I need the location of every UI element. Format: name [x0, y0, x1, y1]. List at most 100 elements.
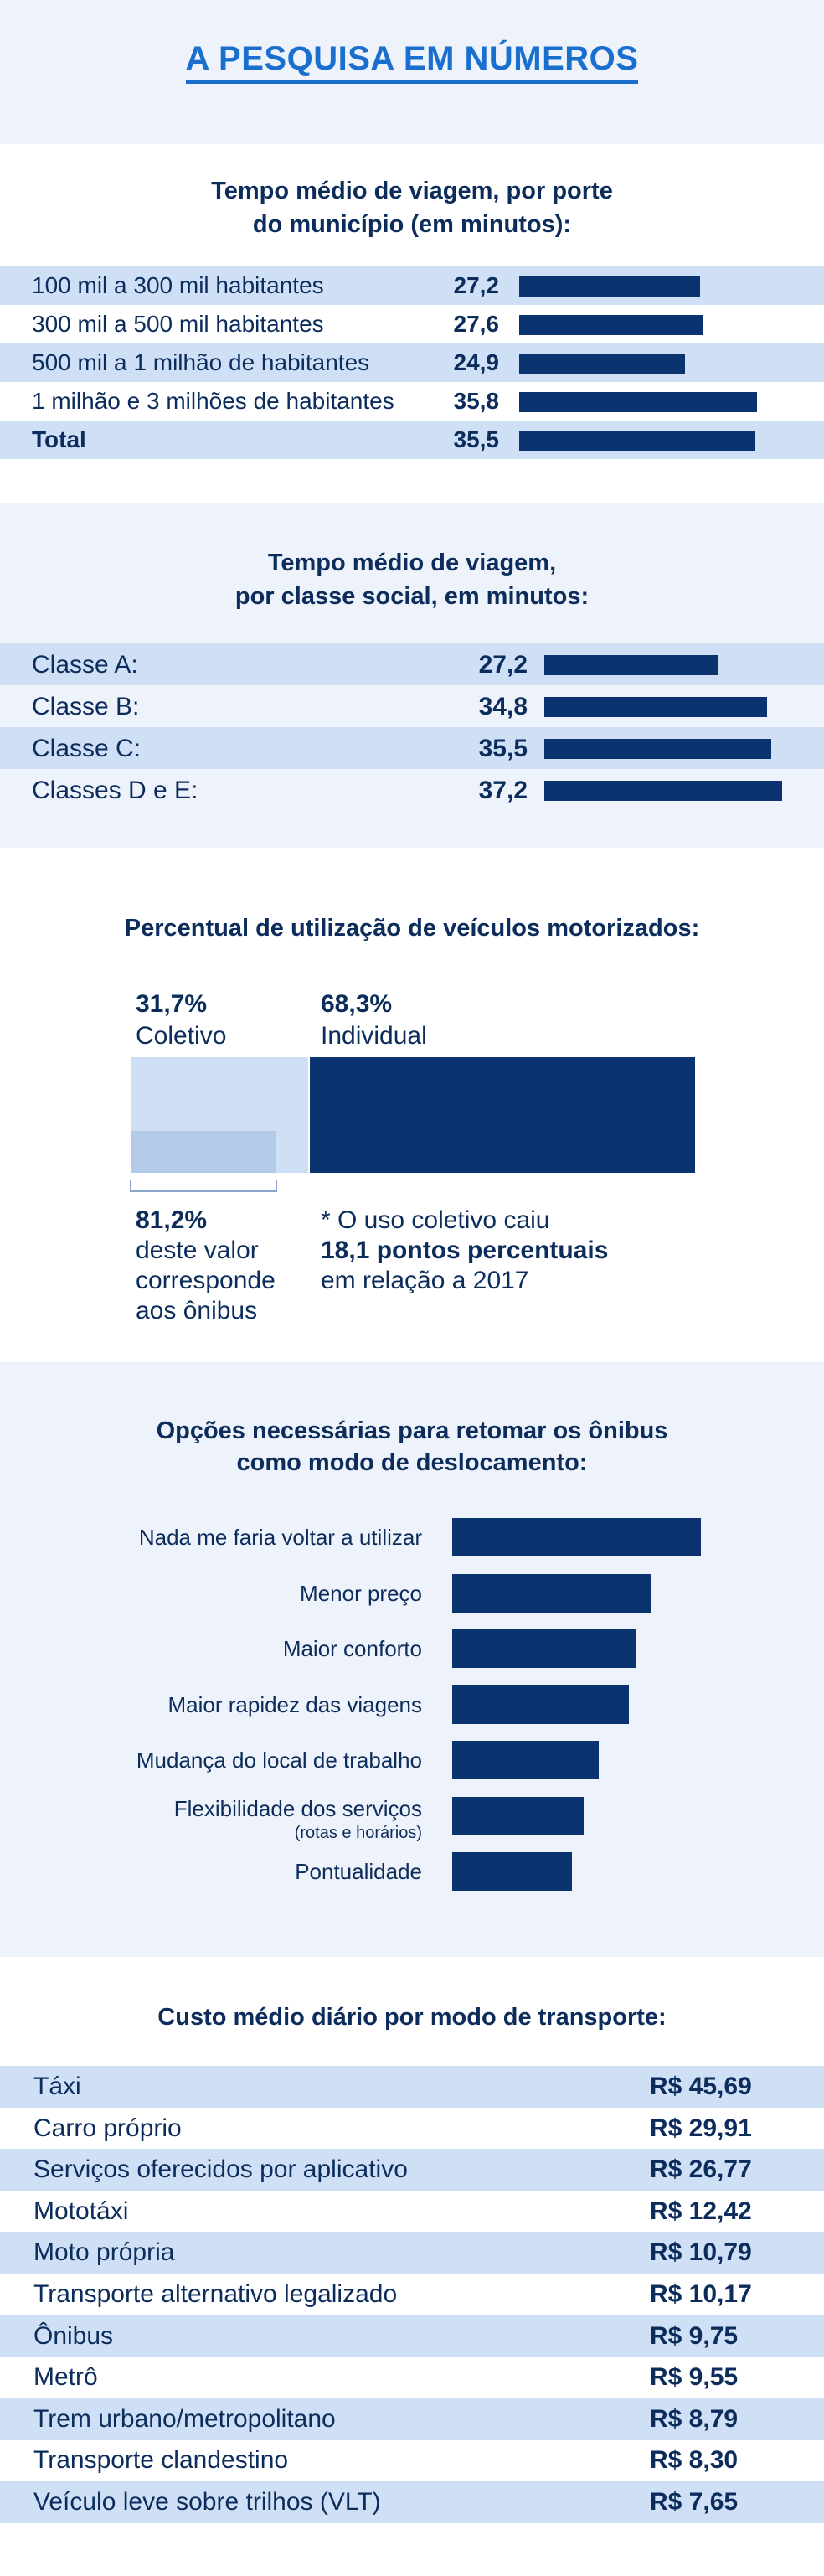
- data-bar: [452, 1741, 599, 1779]
- table-row: Táxi R$ 45,69: [0, 2066, 824, 2108]
- data-bar: [519, 276, 700, 297]
- onibus-share-text-line2: corresponde: [136, 1267, 276, 1294]
- row-label: Ônibus: [33, 2322, 114, 2350]
- row-value: R$ 10,79: [650, 2238, 752, 2266]
- table-row: Metrô R$ 9,55: [0, 2357, 824, 2398]
- row-value: R$ 26,77: [650, 2155, 752, 2183]
- row-value: R$ 45,69: [650, 2073, 752, 2100]
- onibus-bar: [131, 1131, 276, 1173]
- row-value: 35,8: [453, 388, 500, 414]
- row-value: 35,5: [478, 735, 528, 762]
- travel-time-by-social-class-title-line1: Tempo médio de viagem,: [267, 550, 557, 576]
- bus-return-options-title-line1: Opções necessárias para retomar os ônibu…: [156, 1417, 668, 1444]
- table-row: 100 mil a 300 mil habitantes 27,2: [0, 266, 824, 305]
- row-value: 34,8: [478, 693, 528, 720]
- row-label: Classe C:: [32, 735, 142, 762]
- travel-time-by-social-class-title-line2: por classe social, em minutos:: [234, 583, 590, 610]
- header-section: A PESQUISA EM NÚMEROS: [0, 0, 824, 144]
- table-row: Trem urbano/metropolitano R$ 8,79: [0, 2398, 824, 2440]
- table-row: Classe C: 35,5: [0, 727, 824, 769]
- data-bar: [452, 1852, 572, 1891]
- bar-label: Mudança do local de trabalho: [136, 1747, 422, 1773]
- data-bar: [519, 354, 685, 374]
- row-label: Transporte alternativo legalizado: [33, 2280, 398, 2308]
- coletivo-percent: 31,7%: [136, 990, 208, 1018]
- table-row: Classe A: 27,2: [0, 643, 824, 685]
- row-label: 100 mil a 300 mil habitantes: [32, 272, 324, 298]
- row-value: 27,6: [453, 311, 500, 337]
- row-label: Veículo leve sobre trilhos (VLT): [33, 2488, 381, 2516]
- row-label: Total: [32, 426, 86, 452]
- data-bar: [544, 781, 782, 801]
- row-label: Classe B:: [32, 693, 140, 720]
- bus-return-options-title-line2: como modo de deslocamento:: [236, 1449, 588, 1476]
- onibus-share-text-line3: aos ônibus: [136, 1297, 258, 1324]
- individual-percent: 68,3%: [321, 990, 393, 1018]
- row-label: Serviços oferecidos por aplicativo: [33, 2155, 408, 2183]
- table-row: Serviços oferecidos por aplicativo R$ 26,…: [0, 2149, 824, 2191]
- note-line2: 18,1 pontos percentuais: [321, 1236, 609, 1264]
- data-bar: [544, 739, 771, 759]
- individual-label: Individual: [321, 1022, 427, 1050]
- row-value: 27,2: [453, 272, 500, 298]
- row-label: Mototáxi: [33, 2197, 129, 2225]
- table-row: Classes D e E: 37,2: [0, 769, 824, 811]
- row-label: Classe A:: [32, 651, 138, 679]
- bus-return-options-section: Opções necessárias para retomar os ônibu…: [0, 1362, 824, 1957]
- onibus-share-percent: 81,2%: [136, 1206, 208, 1234]
- bar-label: Maior conforto: [282, 1636, 422, 1661]
- data-bar: [452, 1574, 651, 1613]
- table-row: Classe B: 34,8: [0, 685, 824, 727]
- row-value: 27,2: [478, 651, 528, 679]
- bar-label: Nada me faria voltar a utilizar: [138, 1525, 422, 1550]
- row-value: R$ 10,17: [650, 2280, 752, 2308]
- row-value: R$ 29,91: [650, 2114, 752, 2142]
- data-bar: [452, 1629, 636, 1668]
- bar-label: Pontualidade: [295, 1859, 422, 1884]
- row-label: Metrô: [33, 2363, 98, 2391]
- motor-vehicle-usage-section: Percentual de utilização de veículos mot…: [0, 848, 824, 1362]
- table-row: 500 mil a 1 milhão de habitantes 24,9: [0, 343, 824, 382]
- data-bar: [452, 1518, 701, 1556]
- row-label: 300 mil a 500 mil habitantes: [32, 311, 324, 337]
- table-row: Transporte clandestino R$ 8,30: [0, 2439, 824, 2481]
- data-bar: [519, 431, 755, 451]
- row-label: Trem urbano/metropolitano: [33, 2405, 336, 2433]
- note-line1: * O uso coletivo caiu: [321, 1206, 550, 1234]
- row-value: R$ 8,79: [650, 2405, 739, 2433]
- row-value: R$ 9,55: [650, 2363, 739, 2391]
- row-value: R$ 7,65: [650, 2488, 739, 2516]
- table-row: 1 milhão e 3 milhões de habitantes 35,8: [0, 382, 824, 421]
- data-bar: [519, 392, 757, 412]
- data-bar: [452, 1685, 629, 1724]
- travel-time-by-city-size-title-line2: do município (em minutos):: [252, 211, 572, 238]
- table-row: Transporte alternativo legalizado R$ 10,1…: [0, 2274, 824, 2315]
- table-row: Total 35,5: [0, 421, 824, 459]
- row-label: Carro próprio: [33, 2114, 182, 2142]
- table-row: Moto própria R$ 10,79: [0, 2232, 824, 2274]
- bar-sub-label: (rotas e horários): [294, 1824, 422, 1842]
- daily-cost-title: Custo médio diário por modo de transport…: [157, 2004, 667, 2031]
- table-row: Veículo leve sobre trilhos (VLT) R$ 7,65: [0, 2481, 824, 2523]
- row-value: 24,9: [453, 349, 500, 375]
- table-row: 300 mil a 500 mil habitantes 27,6: [0, 305, 824, 343]
- row-label: Transporte clandestino: [33, 2446, 289, 2474]
- data-bar: [544, 697, 767, 717]
- row-value: R$ 12,42: [650, 2197, 752, 2225]
- note-line3: em relação a 2017: [321, 1267, 529, 1294]
- travel-time-by-social-class-section: Tempo médio de viagem, por classe social…: [0, 503, 824, 848]
- row-value: 35,5: [453, 426, 500, 452]
- data-bar: [452, 1797, 584, 1835]
- coletivo-label: Coletivo: [136, 1022, 227, 1050]
- page-title: A PESQUISA EM NÚMEROS: [0, 40, 824, 84]
- bracket-icon: [130, 1180, 277, 1192]
- row-label: 1 milhão e 3 milhões de habitantes: [32, 388, 394, 414]
- travel-time-by-city-size-title-line1: Tempo médio de viagem, por porte: [211, 178, 613, 204]
- row-value: R$ 8,30: [650, 2446, 739, 2474]
- motor-vehicle-usage-title: Percentual de utilização de veículos mot…: [124, 915, 700, 942]
- row-label: 500 mil a 1 milhão de habitantes: [32, 349, 370, 375]
- bar-label: Maior rapidez das viagens: [167, 1692, 423, 1717]
- row-value: R$ 9,75: [650, 2322, 739, 2350]
- individual-bar: [310, 1057, 695, 1173]
